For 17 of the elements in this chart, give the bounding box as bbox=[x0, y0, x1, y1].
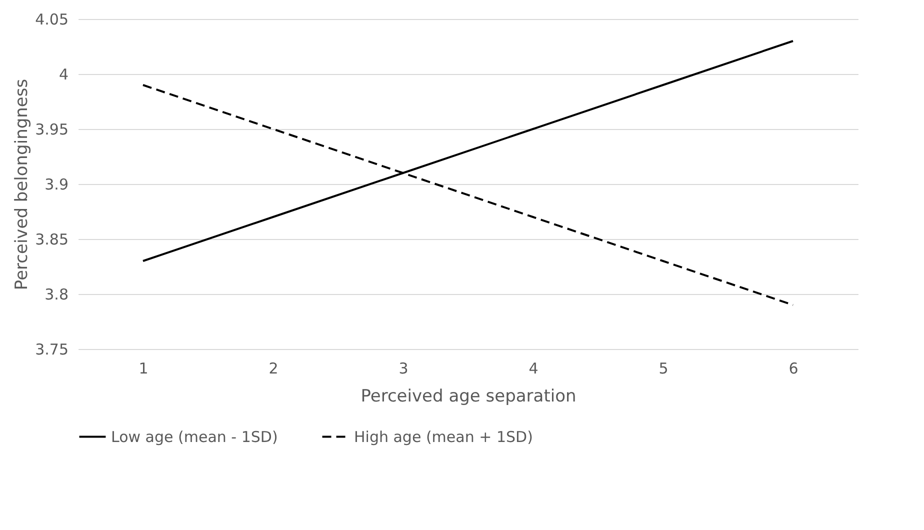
y-tick-label: 3.85 bbox=[35, 230, 68, 248]
y-tick-label: 4.05 bbox=[35, 10, 68, 28]
x-tick-label: 1 bbox=[138, 360, 148, 378]
x-tick-label: 3 bbox=[398, 360, 408, 378]
x-tick-label: 4 bbox=[528, 360, 538, 378]
x-tick-label: 6 bbox=[788, 360, 798, 378]
x-tick-label: 5 bbox=[658, 360, 668, 378]
y-axis-title: Perceived belongingness bbox=[12, 78, 32, 290]
y-tick-label: 3.95 bbox=[35, 120, 68, 138]
y-tick-label: 3.9 bbox=[44, 176, 68, 194]
y-tick-label: 4 bbox=[58, 66, 68, 84]
y-tick-label: 3.8 bbox=[44, 286, 68, 304]
legend-label: High age (mean + 1SD) bbox=[354, 428, 533, 446]
x-tick-label: 2 bbox=[268, 360, 278, 378]
x-axis-title: Perceived age separation bbox=[360, 386, 576, 406]
legend-label: Low age (mean - 1SD) bbox=[111, 428, 278, 446]
y-tick-label: 3.75 bbox=[35, 340, 68, 358]
